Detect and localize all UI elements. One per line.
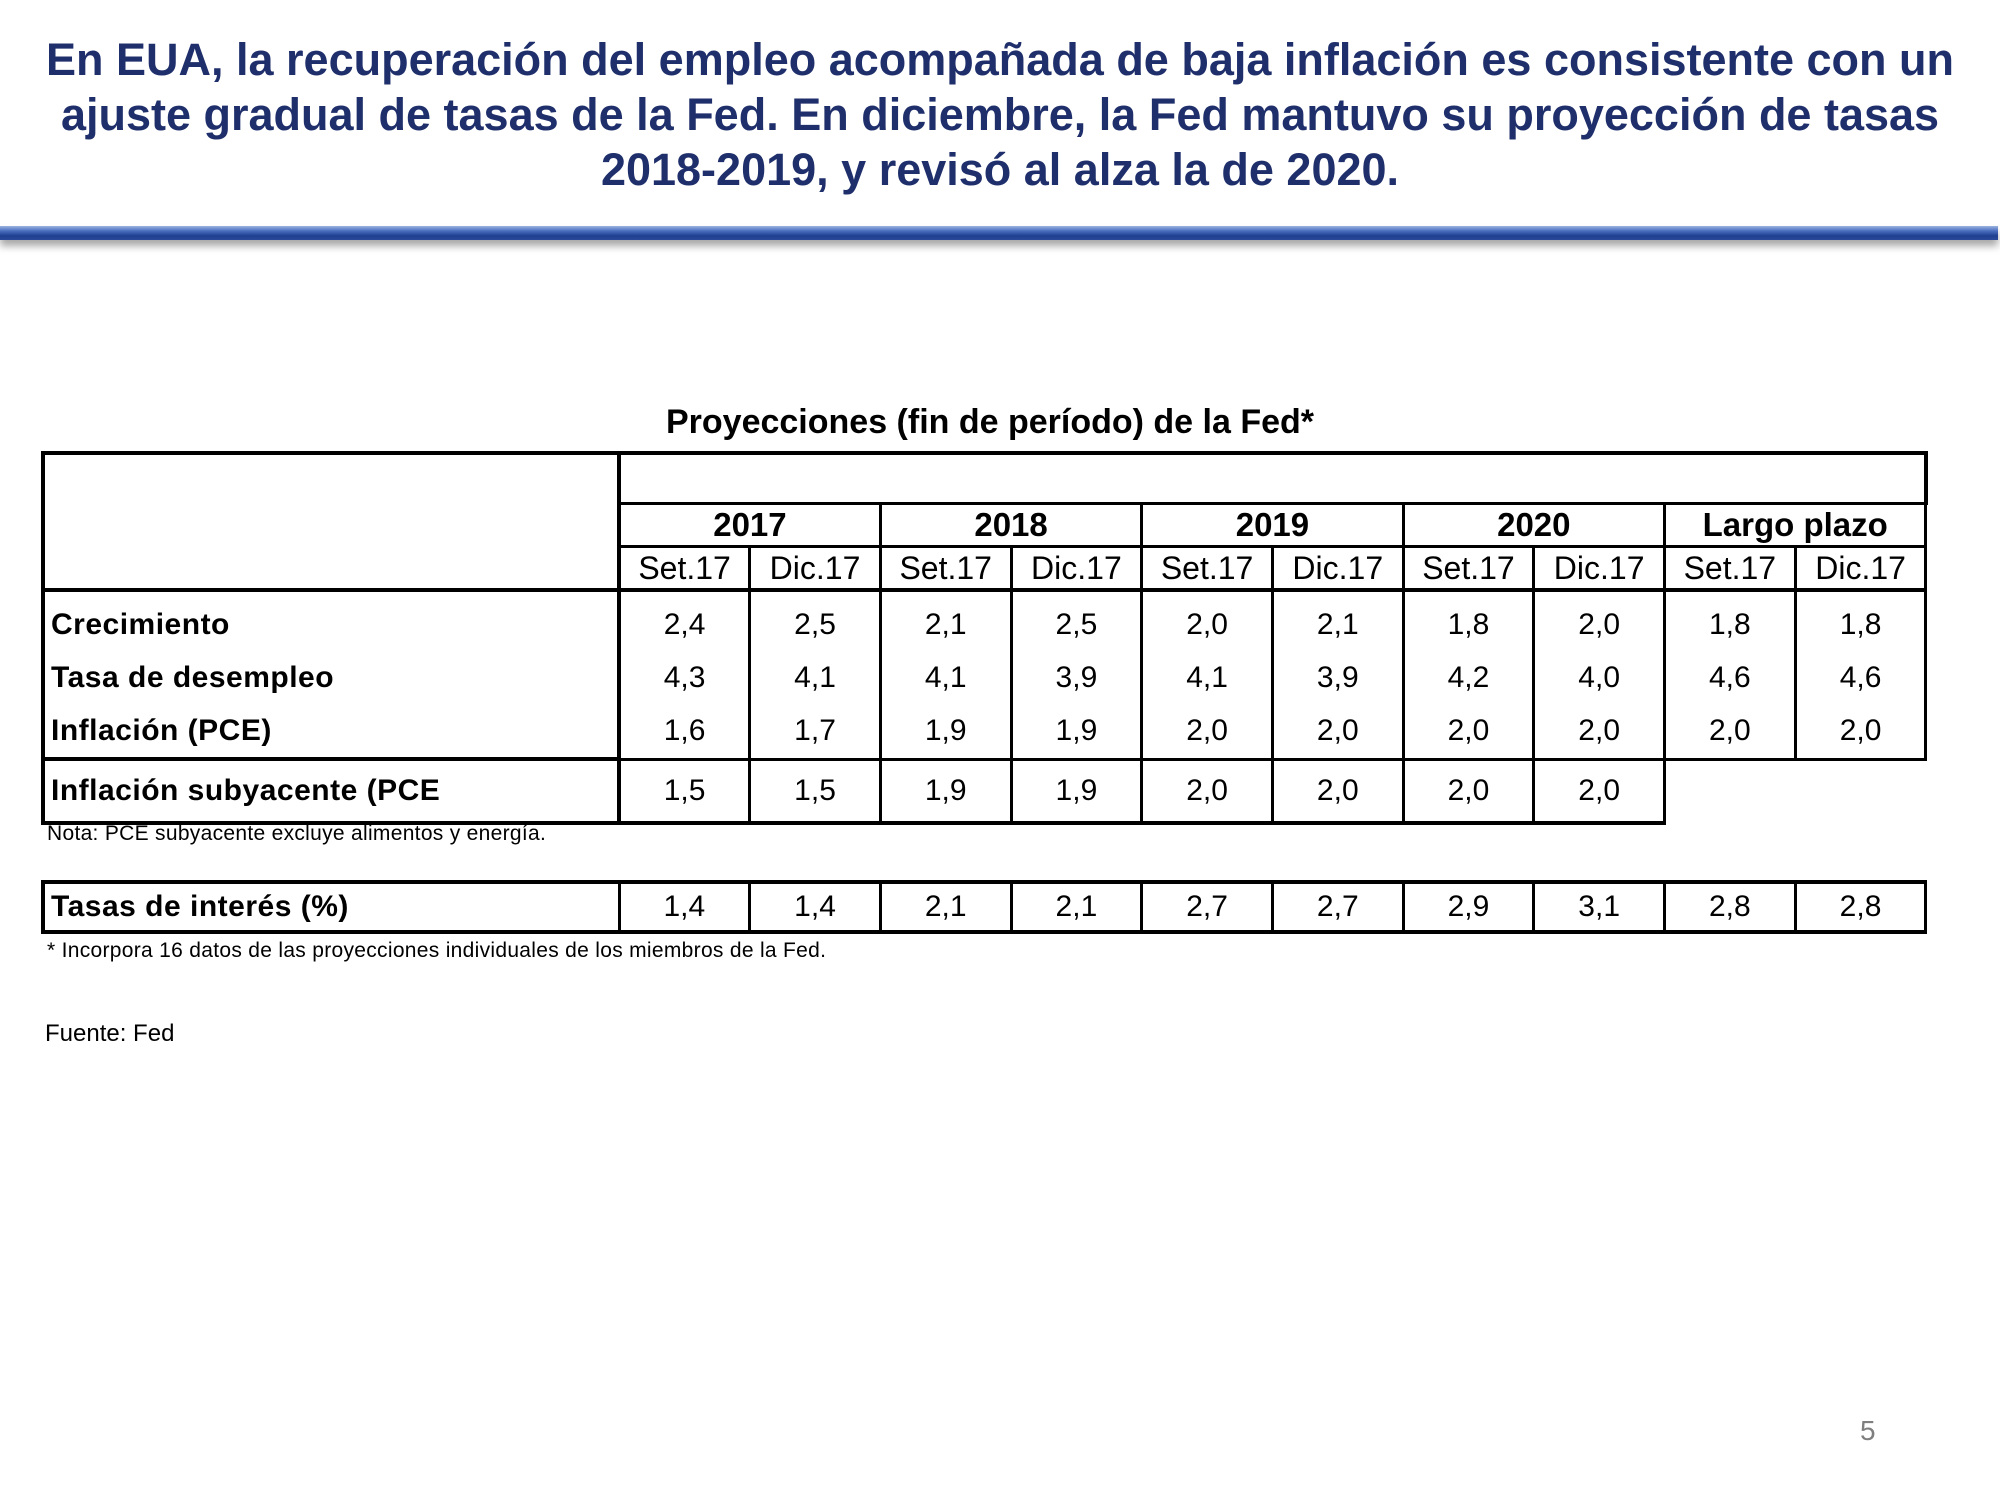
table-cell: 4,0 [1532, 651, 1666, 704]
table-cell: 1,8 [1793, 590, 1928, 651]
table-cell: 2,0 [1140, 704, 1274, 761]
footnote: * Incorpora 16 datos de las proyecciones… [47, 939, 827, 962]
table-cell: 1,8 [1663, 590, 1797, 651]
table-cell: 2,8 [1793, 880, 1928, 934]
table-cell: 2,0 [1270, 757, 1405, 825]
table-cell: 1,5 [617, 757, 752, 825]
row-label: Crecimiento [41, 590, 621, 651]
table-cell: 1,9 [878, 704, 1013, 761]
year-header: 2020 [1401, 503, 1667, 548]
empty-cell [1665, 759, 1796, 823]
table-cell: 1,4 [748, 880, 882, 934]
table-cell: 4,2 [1401, 651, 1536, 704]
table-cell: 2,9 [1401, 880, 1536, 934]
table-cell: 4,6 [1663, 651, 1797, 704]
table-cell: 2,0 [1532, 757, 1666, 825]
table-cell: 2,0 [1140, 590, 1274, 651]
period-header: Set.17 [617, 546, 752, 592]
page-number: 5 [1860, 1415, 1876, 1446]
table-cell: 2,8 [1663, 880, 1797, 934]
table-cell: 1,5 [748, 757, 882, 825]
row-label: Tasa de desempleo [41, 651, 621, 704]
empty-cell [1795, 759, 1926, 823]
table-cell: 2,0 [1140, 757, 1274, 825]
table-cell: 2,1 [878, 590, 1013, 651]
period-header: Set.17 [878, 546, 1013, 592]
table-row: Tasas de interés (%) 1,4 1,4 2,1 2,1 2,7… [41, 880, 1928, 934]
table-cell: 2,7 [1140, 880, 1274, 934]
period-header: Set.17 [1140, 546, 1274, 592]
period-header: Set.17 [1401, 546, 1536, 592]
table-cell: 1,7 [748, 704, 882, 761]
table-cell: 2,5 [748, 590, 882, 651]
table-cell: 4,1 [878, 651, 1013, 704]
row-label: Inflación (PCE) [41, 704, 621, 761]
table-cell: 2,4 [617, 590, 752, 651]
table-cell: 2,0 [1532, 704, 1666, 761]
table-cell: 4,1 [748, 651, 882, 704]
table-cell: 3,1 [1532, 880, 1666, 934]
year-header: Largo plazo [1662, 503, 1928, 548]
title-divider-bar [0, 226, 1998, 240]
row-label: Tasas de interés (%) [41, 880, 621, 934]
table-cell: 2,1 [1270, 590, 1405, 651]
table-row: Inflación subyacente (PCE 1,5 1,5 1,9 1,… [41, 757, 1926, 825]
table-cell: 3,9 [1270, 651, 1405, 704]
year-header: 2019 [1140, 503, 1405, 548]
slide-title: En EUA, la recuperación del empleo acomp… [45, 34, 1955, 195]
projections-table: 2017 2018 2019 2020 Largo plazo Set.17 D… [41, 451, 1928, 825]
row-header-corner [41, 451, 621, 592]
table-cell: 1,8 [1401, 590, 1536, 651]
table-cell: 1,9 [878, 757, 1013, 825]
table-cell: 2,0 [1793, 704, 1928, 761]
table-cell: 2,0 [1401, 704, 1536, 761]
table-cell: 2,0 [1663, 704, 1797, 761]
table-cell: 1,4 [617, 880, 752, 934]
table-cell: 2,5 [1009, 590, 1144, 651]
table-cell: 2,1 [878, 880, 1013, 934]
table-cell: 1,9 [1009, 704, 1144, 761]
period-header: Set.17 [1663, 546, 1797, 592]
source-note: Fuente: Fed [45, 1020, 175, 1047]
header-blank-band [619, 451, 1928, 505]
table-cell: 2,1 [1009, 880, 1144, 934]
period-header: Dic.17 [1532, 546, 1666, 592]
table-cell: 1,6 [617, 704, 752, 761]
table-row: Inflación (PCE) 1,6 1,7 1,9 1,9 2,0 2,0 … [41, 704, 1928, 761]
year-header: 2017 [617, 503, 882, 548]
table-cell: 1,9 [1009, 757, 1144, 825]
interest-rate-table: Tasas de interés (%) 1,4 1,4 2,1 2,1 2,7… [41, 880, 1928, 934]
period-header: Dic.17 [1270, 546, 1405, 592]
table-row: Tasa de desempleo 4,3 4,1 4,1 3,9 4,1 3,… [41, 651, 1928, 704]
period-header: Dic.17 [1793, 546, 1928, 592]
table-cell: 2,0 [1270, 704, 1405, 761]
table-cell: 2,0 [1532, 590, 1666, 651]
row-label: Inflación subyacente (PCE [41, 757, 621, 825]
table-row: Crecimiento 2,4 2,5 2,1 2,5 2,0 2,1 1,8 … [41, 590, 1928, 651]
period-header: Dic.17 [748, 546, 882, 592]
table-cell: 4,6 [1793, 651, 1928, 704]
table-cell: 3,9 [1009, 651, 1144, 704]
table-note: Nota: PCE subyacente excluye alimentos y… [47, 822, 547, 845]
table-cell: 2,0 [1401, 757, 1536, 825]
table-cell: 4,3 [617, 651, 752, 704]
table-title: Proyecciones (fin de período) de la Fed* [665, 403, 1315, 441]
table-cell: 4,1 [1140, 651, 1274, 704]
table-cell: 2,7 [1270, 880, 1405, 934]
period-header: Dic.17 [1009, 546, 1144, 592]
year-header: 2018 [878, 503, 1144, 548]
